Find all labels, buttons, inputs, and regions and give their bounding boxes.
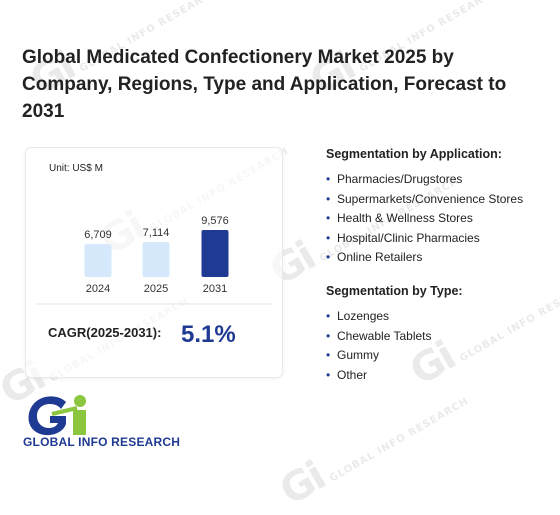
segmentation-application: Segmentation by Application: Pharmacies/… [326,147,556,268]
bars-group: 6,709 2024 7,114 2025 9,576 2031 [84,215,229,295]
category-label-2025: 2025 [144,283,168,295]
brand-name: GLOBAL INFO RESEARCH [23,435,181,449]
type-list: Lozenges Chewable Tablets Gummy Other [326,307,556,385]
list-item: Online Retailers [326,248,556,268]
chart-card: Unit: US$ M 6,709 2024 7,114 2025 9,576 2031 … [25,147,283,378]
page-title: Global Medicated Confectionery Market 20… [22,47,507,122]
list-item: Chewable Tablets [326,327,556,347]
value-label-2031: 9,576 [201,215,229,227]
value-label-2025: 7,114 [143,227,170,239]
list-item: Supermarkets/Convenience Stores [326,190,556,210]
unit-label: Unit: US$ M [49,163,103,174]
bar-2025 [142,242,170,277]
list-item: Hospital/Clinic Pharmacies [326,229,556,249]
category-label-2031: 2031 [203,283,227,295]
application-list: Pharmacies/Drugstores Supermarkets/Conve… [326,170,556,268]
bar-2031 [201,230,229,277]
list-item: Other [326,366,556,386]
watermark: Gi GLOBAL INFO RESEARCH [272,395,471,515]
cagr-label: CAGR(2025-2031): [48,325,161,340]
gi-logo-icon [28,395,86,436]
category-label-2024: 2024 [86,283,110,295]
cagr-value: 5.1% [181,321,236,348]
list-item: Health & Wellness Stores [326,209,556,229]
segmentation-type-title: Segmentation by Type: [326,284,463,298]
segmentation-type: Segmentation by Type: Lozenges Chewable … [326,284,556,385]
bar-2024 [84,244,112,277]
bar-chart: Unit: US$ M 6,70920247,11420259,5762031 … [36,163,272,348]
value-label-2024: 6,709 [84,229,112,241]
list-item: Gummy [326,346,556,366]
list-item: Lozenges [326,307,556,327]
list-item: Pharmacies/Drugstores [326,170,556,190]
segmentation-application-title: Segmentation by Application: [326,147,502,161]
